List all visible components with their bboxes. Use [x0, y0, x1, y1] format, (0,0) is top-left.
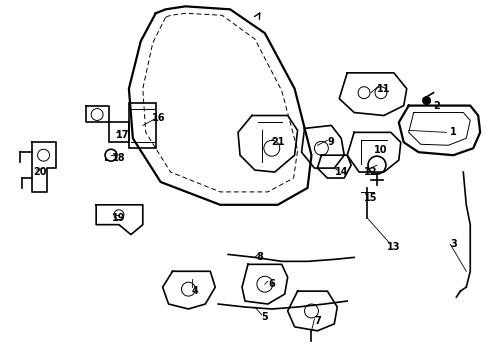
Text: 16: 16 [152, 113, 165, 123]
Text: 21: 21 [270, 137, 284, 147]
Text: 14: 14 [334, 167, 347, 177]
Text: 2: 2 [432, 100, 439, 111]
Circle shape [422, 96, 429, 105]
Text: 10: 10 [373, 145, 387, 155]
Text: 15: 15 [364, 193, 377, 203]
Text: 3: 3 [449, 239, 456, 249]
Text: 13: 13 [386, 243, 400, 252]
Text: 7: 7 [313, 316, 320, 326]
Text: 4: 4 [192, 286, 198, 296]
Text: 1: 1 [449, 127, 456, 138]
Text: 17: 17 [116, 130, 129, 140]
Text: 20: 20 [33, 167, 46, 177]
Text: 5: 5 [261, 312, 268, 322]
Text: 9: 9 [327, 137, 334, 147]
Text: 19: 19 [112, 213, 125, 223]
Text: 18: 18 [112, 153, 125, 163]
Text: 6: 6 [268, 279, 275, 289]
Text: 12: 12 [364, 167, 377, 177]
Text: 8: 8 [256, 252, 263, 262]
Text: 11: 11 [376, 84, 390, 94]
